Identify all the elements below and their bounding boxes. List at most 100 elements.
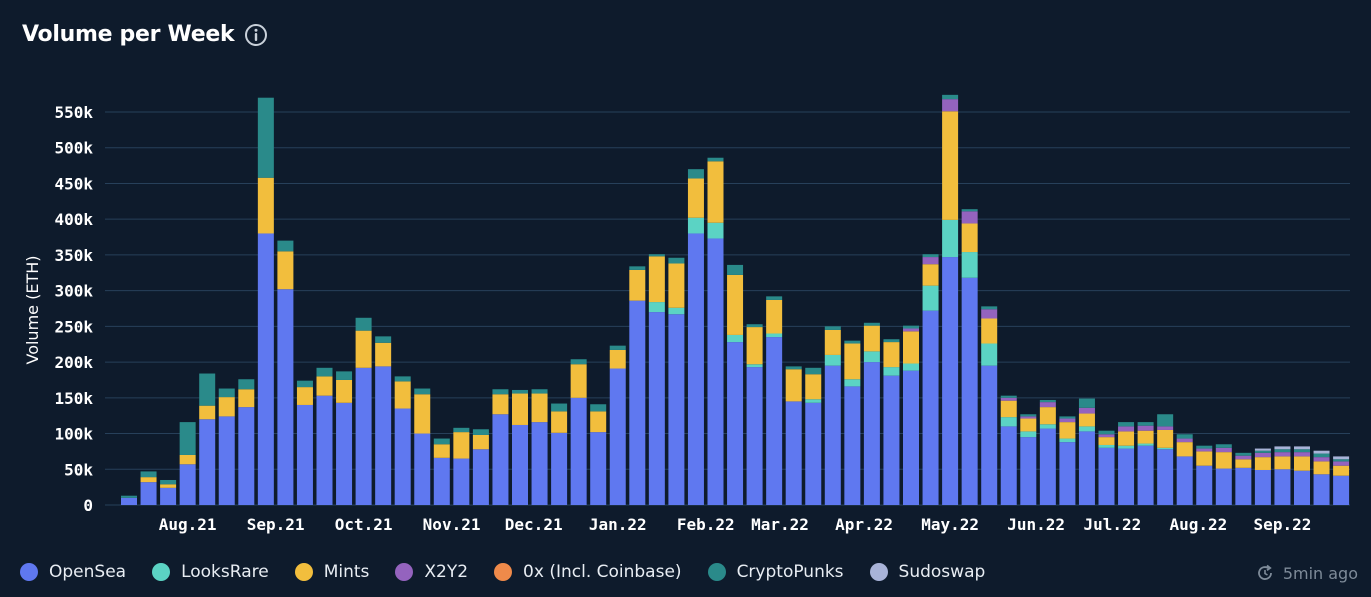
bar-stack[interactable] <box>218 388 235 505</box>
bar-segment[interactable] <box>844 340 861 344</box>
bar-segment[interactable] <box>1254 450 1271 453</box>
bar-stack[interactable] <box>121 495 137 505</box>
bar-segment[interactable] <box>1137 422 1154 426</box>
bar-segment[interactable] <box>570 364 587 398</box>
bar-segment[interactable] <box>199 405 216 420</box>
bar-segment[interactable] <box>883 342 900 368</box>
bar-stack[interactable] <box>687 169 704 506</box>
bar-segment[interactable] <box>570 397 587 505</box>
bar-segment[interactable] <box>707 222 724 239</box>
bar-segment[interactable] <box>160 479 177 485</box>
bar-stack[interactable] <box>199 373 216 505</box>
bar-segment[interactable] <box>1157 426 1174 430</box>
legend-item[interactable]: Sudoswap <box>869 562 985 582</box>
bar-stack[interactable] <box>805 367 822 505</box>
bar-stack[interactable] <box>1294 446 1310 505</box>
bar-segment[interactable] <box>1059 418 1076 423</box>
bar-segment[interactable] <box>257 177 274 234</box>
bar-segment[interactable] <box>863 351 880 363</box>
bar-segment[interactable] <box>981 318 998 344</box>
bar-segment[interactable] <box>805 367 822 375</box>
bar-stack[interactable] <box>609 345 626 505</box>
bar-segment[interactable] <box>1118 422 1135 427</box>
bar-stack[interactable] <box>629 266 646 505</box>
bar-segment[interactable] <box>1039 402 1056 408</box>
bar-stack[interactable] <box>433 438 450 505</box>
bar-stack[interactable] <box>1059 416 1076 505</box>
bar-segment[interactable] <box>961 252 978 278</box>
bar-segment[interactable] <box>1215 447 1232 453</box>
bar-segment[interactable] <box>551 432 568 505</box>
bar-segment[interactable] <box>942 111 959 220</box>
bar-stack[interactable] <box>394 376 411 505</box>
bar-segment[interactable] <box>824 365 841 505</box>
bar-stack[interactable] <box>531 389 548 505</box>
bar-stack[interactable] <box>903 325 919 505</box>
bar-stack[interactable] <box>238 379 255 505</box>
bar-segment[interactable] <box>648 256 665 303</box>
bar-stack[interactable] <box>375 336 392 505</box>
bar-segment[interactable] <box>296 404 313 505</box>
bar-segment[interactable] <box>296 380 313 388</box>
bar-segment[interactable] <box>1039 428 1056 505</box>
bar-stack[interactable] <box>551 403 568 505</box>
bar-stack[interactable] <box>922 254 939 505</box>
bar-segment[interactable] <box>766 296 783 300</box>
bar-segment[interactable] <box>590 432 607 505</box>
bar-segment[interactable] <box>512 424 528 505</box>
bar-segment[interactable] <box>766 333 783 338</box>
bar-segment[interactable] <box>1294 456 1310 471</box>
bar-segment[interactable] <box>355 317 372 331</box>
bar-segment[interactable] <box>1098 447 1115 505</box>
bar-segment[interactable] <box>1333 459 1350 462</box>
bar-segment[interactable] <box>1313 450 1330 454</box>
legend-item[interactable]: LooksRare <box>152 562 269 582</box>
bar-segment[interactable] <box>961 209 978 212</box>
bar-segment[interactable] <box>394 408 411 505</box>
bar-segment[interactable] <box>707 157 724 162</box>
bar-segment[interactable] <box>1215 468 1232 505</box>
bar-segment[interactable] <box>336 371 353 380</box>
bar-segment[interactable] <box>179 464 196 505</box>
bar-segment[interactable] <box>844 379 861 387</box>
bar-segment[interactable] <box>1000 426 1017 505</box>
bar-segment[interactable] <box>1137 430 1154 444</box>
bar-segment[interactable] <box>1274 449 1291 453</box>
bar-stack[interactable] <box>316 367 333 505</box>
bar-segment[interactable] <box>394 376 411 382</box>
bar-segment[interactable] <box>316 395 333 505</box>
bar-segment[interactable] <box>355 330 372 368</box>
bar-segment[interactable] <box>1196 451 1213 466</box>
bar-segment[interactable] <box>590 411 607 433</box>
bar-segment[interactable] <box>531 422 548 505</box>
bar-stack[interactable] <box>1196 445 1213 505</box>
bar-segment[interactable] <box>863 322 880 326</box>
bar-segment[interactable] <box>609 368 626 505</box>
bar-stack[interactable] <box>414 388 431 505</box>
bar-segment[interactable] <box>316 367 333 377</box>
bar-segment[interactable] <box>1059 438 1076 443</box>
bar-segment[interactable] <box>746 367 763 505</box>
bar-segment[interactable] <box>1039 407 1056 425</box>
bar-segment[interactable] <box>824 329 841 355</box>
bar-segment[interactable] <box>1313 453 1330 458</box>
bar-stack[interactable] <box>1235 452 1252 505</box>
bar-segment[interactable] <box>1235 459 1252 468</box>
bar-segment[interactable] <box>668 307 685 315</box>
bar-stack[interactable] <box>1254 448 1271 505</box>
bar-segment[interactable] <box>746 324 763 328</box>
bar-segment[interactable] <box>375 342 392 367</box>
bar-segment[interactable] <box>531 393 548 423</box>
bar-segment[interactable] <box>218 397 235 417</box>
bar-stack[interactable] <box>1176 434 1193 505</box>
bar-stack[interactable] <box>160 479 177 505</box>
bar-segment[interactable] <box>1215 452 1232 469</box>
bar-segment[interactable] <box>805 399 822 403</box>
bar-segment[interactable] <box>1176 434 1193 439</box>
bar-segment[interactable] <box>1000 417 1017 427</box>
bar-segment[interactable] <box>179 454 196 465</box>
bar-segment[interactable] <box>179 422 196 455</box>
bar-segment[interactable] <box>1078 413 1095 427</box>
bar-segment[interactable] <box>629 269 646 301</box>
bar-segment[interactable] <box>687 217 704 234</box>
